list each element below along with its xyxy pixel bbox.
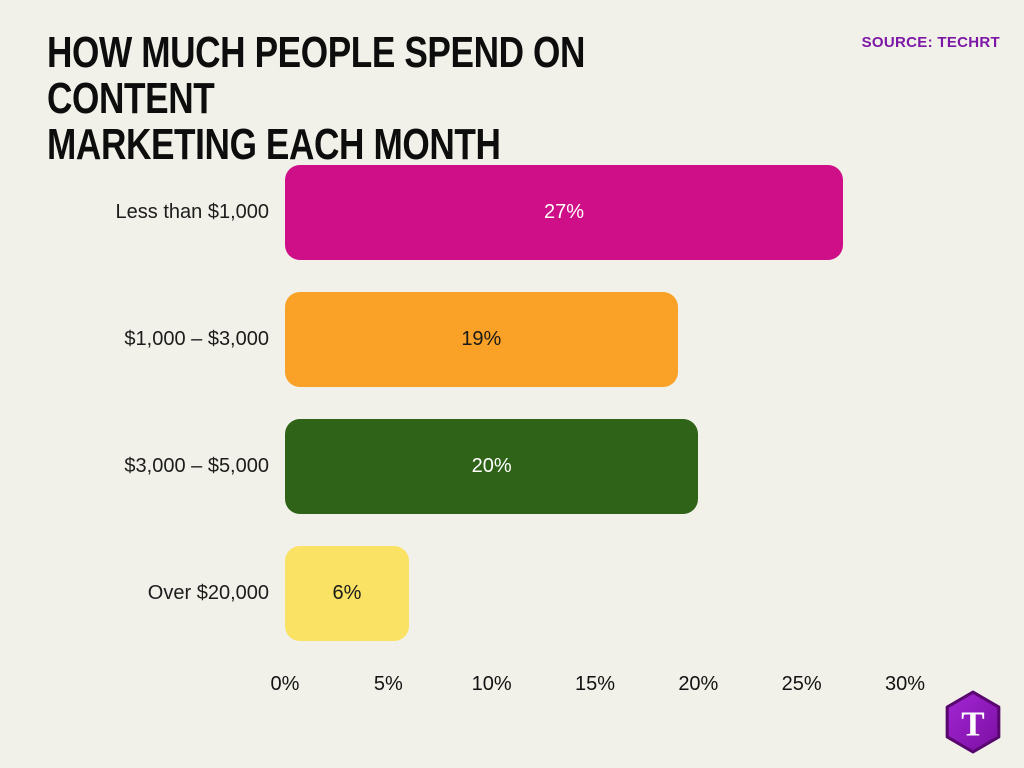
category-label: Less than $1,000 xyxy=(115,201,269,223)
bar-row: Less than $1,000 27% xyxy=(47,165,905,260)
bar-track: 19% xyxy=(285,292,905,387)
value-label: 6% xyxy=(332,582,362,604)
axis-tick-label: 20% xyxy=(678,673,719,695)
page-title-line2: MARKETING EACH MONTH xyxy=(47,120,501,170)
techrt-logo-icon: T xyxy=(945,690,1001,754)
bar-row: $1,000 – $3,000 19% xyxy=(47,292,905,387)
bar: 20% xyxy=(285,419,699,514)
bar-row: $3,000 – $5,000 20% xyxy=(47,419,905,514)
category-label: Over $20,000 xyxy=(147,582,269,604)
bar-row: Over $20,000 6% xyxy=(47,546,905,641)
category-label: $3,000 – $5,000 xyxy=(124,455,269,477)
page-title-line1: HOW MUCH PEOPLE SPEND ON CONTENT xyxy=(47,28,585,124)
bar: 6% xyxy=(285,546,409,641)
bar-track: 20% xyxy=(285,419,905,514)
value-label: 19% xyxy=(461,328,502,350)
axis-tick-label: 5% xyxy=(373,673,403,695)
bar: 27% xyxy=(285,165,843,260)
bar: 19% xyxy=(285,292,678,387)
source-label: SOURCE: TECHRT xyxy=(861,34,1000,51)
page-title: HOW MUCH PEOPLE SPEND ON CONTENT MARKETI… xyxy=(47,28,703,170)
x-axis: 0% 5% 10% 15% 20% 25% 30% xyxy=(47,673,925,699)
value-label: 27% xyxy=(543,201,585,223)
axis-spacer xyxy=(47,673,285,699)
bar-track: 6% xyxy=(285,546,905,641)
value-label: 20% xyxy=(471,455,512,477)
axis-tick-label: 25% xyxy=(781,673,822,695)
axis-tick-labels: 0% 5% 10% 15% 20% 25% 30% xyxy=(271,673,925,699)
bar-track: 27% xyxy=(285,165,905,260)
bar-rows: Less than $1,000 27% $1,000 – $3,000 19% $3,… xyxy=(47,165,905,641)
category-label: $1,000 – $3,000 xyxy=(124,328,269,350)
logo-letter: T xyxy=(961,704,984,743)
axis-tick-label: 10% xyxy=(471,673,512,695)
techrt-logo: T xyxy=(942,690,1004,754)
axis-tick-label: 30% xyxy=(884,673,926,695)
bar-chart: Less than $1,000 27% $1,000 – $3,000 19% $3,… xyxy=(47,165,925,699)
axis-tick-label: 0% xyxy=(270,673,300,695)
axis-tick-label: 15% xyxy=(574,673,616,695)
